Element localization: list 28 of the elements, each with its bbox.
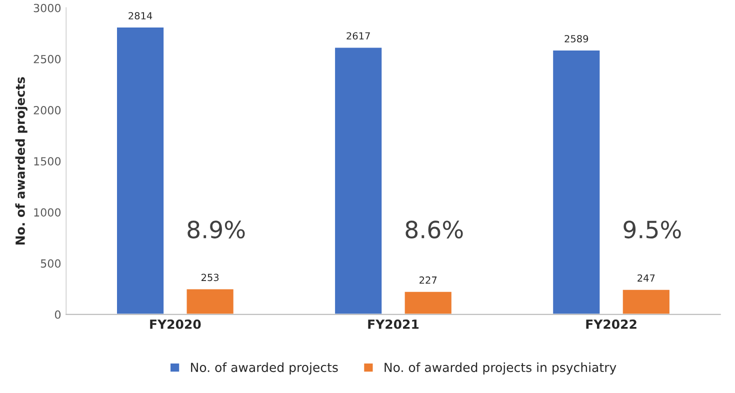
bar [185, 288, 235, 314]
bar [621, 288, 671, 314]
annotation: 9.5% [624, 220, 681, 238]
bar [552, 49, 602, 314]
y-tick-label: 500 [40, 259, 61, 268]
x-tick-label: FY2022 [586, 319, 636, 329]
y-tick-label: 2000 [34, 106, 61, 114]
legend-label: No. of awarded projects in psychiatry [384, 362, 616, 375]
y-axis-title: No. of awarded projects [15, 77, 28, 245]
bar [334, 46, 384, 314]
data-label: 2814 [128, 12, 152, 20]
y-tick-label: 1500 [34, 157, 61, 166]
legend-label: No. of awarded projects [191, 362, 338, 375]
y-tick-label: 3000 [34, 4, 61, 12]
annotation: 8.9% [188, 220, 245, 238]
data-label: 2589 [564, 35, 588, 42]
y-tick-label: 2500 [34, 54, 61, 64]
data-label: 253 [201, 274, 219, 282]
bar [116, 26, 165, 314]
data-label: 247 [638, 274, 655, 282]
data-label: 2617 [346, 32, 370, 40]
x-tick-label: FY2021 [368, 319, 419, 329]
y-tick-label: 1000 [34, 208, 61, 217]
y-tick-label: 0 [54, 310, 61, 319]
x-tick-label: FY2020 [150, 319, 201, 329]
data-label: 227 [420, 276, 437, 284]
bar [403, 290, 453, 314]
annotation: 8.6% [406, 220, 463, 238]
